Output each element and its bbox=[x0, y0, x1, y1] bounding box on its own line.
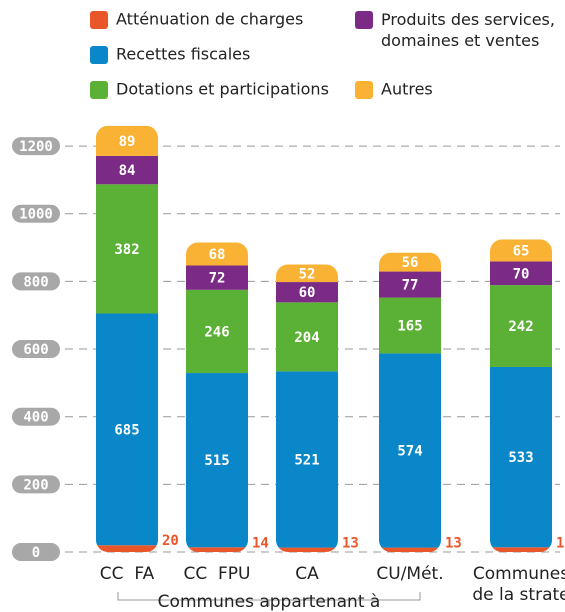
y-tick-label: 600 bbox=[23, 342, 48, 358]
value-label: 20 bbox=[162, 533, 179, 549]
value-label: 533 bbox=[508, 450, 533, 466]
bar-segment bbox=[490, 547, 552, 552]
legend-swatch bbox=[90, 11, 108, 29]
bar-segment bbox=[276, 302, 338, 372]
bar-segment bbox=[490, 239, 552, 262]
value-label: 685 bbox=[114, 422, 139, 438]
y-tick-label: 0 bbox=[32, 545, 40, 561]
tick-pill bbox=[12, 475, 60, 494]
legend-swatch bbox=[355, 11, 373, 29]
bar-segment bbox=[379, 547, 441, 552]
value-label: 72 bbox=[209, 271, 226, 287]
bar-segment bbox=[490, 261, 552, 286]
legend-label: Atténuation de charges bbox=[116, 10, 303, 29]
bar-segment bbox=[186, 373, 248, 548]
value-label: 84 bbox=[119, 163, 136, 179]
bar-segment bbox=[96, 125, 158, 156]
bar-segment bbox=[186, 242, 248, 266]
value-label: 89 bbox=[119, 134, 136, 150]
value-label: 68 bbox=[209, 247, 226, 263]
value-label: 14 bbox=[556, 535, 565, 551]
tick-pill bbox=[12, 272, 60, 291]
bar-segment bbox=[276, 371, 338, 548]
bar-segment bbox=[96, 184, 158, 314]
value-label: 13 bbox=[342, 536, 359, 552]
value-label: 246 bbox=[204, 324, 229, 340]
annotation: Communes appartenant à bbox=[158, 592, 381, 612]
value-label: 60 bbox=[299, 285, 316, 301]
legend-swatch bbox=[355, 81, 373, 99]
bar-segment bbox=[490, 366, 552, 548]
x-tick-label: Communes de la strate bbox=[472, 564, 565, 605]
y-tick-label: 800 bbox=[23, 274, 48, 290]
value-label: 382 bbox=[114, 242, 139, 258]
value-label: 13 bbox=[445, 536, 462, 552]
bar-segment bbox=[96, 313, 158, 546]
value-label: 521 bbox=[294, 452, 319, 468]
tick-pill bbox=[12, 340, 60, 359]
value-label: 14 bbox=[252, 535, 269, 551]
value-label: 204 bbox=[294, 330, 319, 346]
value-label: 56 bbox=[402, 255, 419, 271]
bar-segment bbox=[379, 271, 441, 298]
bar-segment bbox=[379, 353, 441, 548]
legend-swatch bbox=[90, 81, 108, 99]
legend-label: Dotations et participations bbox=[116, 80, 329, 99]
bar-segment bbox=[186, 547, 248, 552]
legend-label: Autres bbox=[381, 80, 433, 99]
tick-pill bbox=[12, 543, 60, 561]
bar-group bbox=[379, 252, 441, 552]
bar-segment bbox=[186, 265, 248, 290]
bar-group bbox=[96, 125, 158, 552]
bar-segment bbox=[96, 155, 158, 185]
y-tick-label: 400 bbox=[23, 410, 48, 426]
value-label: 65 bbox=[513, 243, 530, 259]
x-tick-label: CA bbox=[295, 564, 319, 584]
bar-group bbox=[186, 242, 248, 552]
bar-segment bbox=[276, 282, 338, 303]
bar-segment bbox=[379, 297, 441, 354]
tick-pill bbox=[12, 407, 60, 426]
y-tick-label: 200 bbox=[23, 477, 48, 493]
bar-group bbox=[276, 264, 338, 552]
bar-segment bbox=[490, 285, 552, 367]
bar-segment bbox=[96, 545, 158, 552]
legend-label: Recettes fiscales bbox=[116, 45, 250, 64]
value-label: 242 bbox=[508, 319, 533, 335]
bracket bbox=[117, 592, 421, 606]
bar-segment bbox=[276, 547, 338, 552]
tick-pill bbox=[12, 204, 60, 223]
y-tick-label: 1200 bbox=[19, 139, 53, 155]
value-label: 574 bbox=[397, 444, 422, 460]
bar-segment bbox=[379, 252, 441, 272]
tick-pill bbox=[12, 137, 60, 156]
value-label: 515 bbox=[204, 453, 229, 469]
value-label: 165 bbox=[397, 319, 422, 335]
x-tick-label: CC FA bbox=[100, 564, 155, 584]
x-tick-label: CU/Mét. bbox=[376, 564, 443, 584]
value-label: 52 bbox=[299, 266, 316, 282]
y-tick-label: 1000 bbox=[19, 207, 53, 223]
bar-segment bbox=[276, 264, 338, 283]
x-tick-label: CC FPU bbox=[183, 564, 250, 584]
legend-label: Produits des services, domaines et ventes bbox=[381, 10, 555, 50]
legend-swatch bbox=[90, 46, 108, 64]
value-label: 77 bbox=[402, 278, 419, 294]
value-label: 70 bbox=[513, 266, 530, 282]
bar-group bbox=[490, 239, 552, 552]
bar-segment bbox=[186, 289, 248, 374]
